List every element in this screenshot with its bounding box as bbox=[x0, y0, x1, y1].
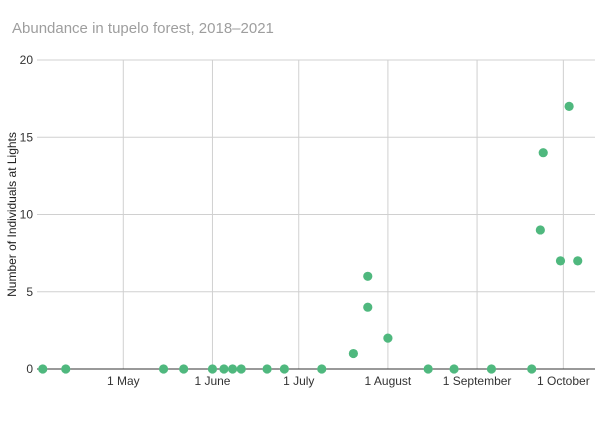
data-point bbox=[179, 364, 189, 374]
axis-layer: 0 5 10 15 20 1 May 1 June 1 July 1 August 1 Septe… bbox=[20, 53, 595, 388]
y-tick-label: 10 bbox=[20, 208, 34, 222]
data-point bbox=[262, 364, 272, 374]
data-point bbox=[555, 256, 566, 266]
data-point bbox=[423, 364, 433, 374]
y-tick-label: 15 bbox=[20, 130, 34, 144]
data-point bbox=[527, 364, 537, 374]
points-layer bbox=[38, 101, 583, 374]
data-point bbox=[486, 364, 497, 374]
chart-title: Abundance in tupelo forest, 2018–2021 bbox=[12, 20, 274, 37]
x-tick-label: 1 July bbox=[283, 374, 314, 388]
y-tick-label: 5 bbox=[26, 285, 33, 299]
data-point bbox=[535, 225, 545, 235]
grid-layer bbox=[37, 59, 595, 369]
data-point bbox=[363, 302, 373, 312]
data-point bbox=[38, 364, 48, 374]
data-point bbox=[227, 364, 238, 374]
data-point bbox=[348, 348, 358, 359]
data-point bbox=[317, 364, 327, 374]
y-tick-label: 20 bbox=[20, 53, 34, 67]
x-tick-label: 1 June bbox=[194, 374, 230, 388]
data-point bbox=[61, 364, 71, 374]
x-tick-label: 1 October bbox=[537, 374, 590, 388]
x-tick-label: 1 September bbox=[443, 374, 512, 388]
y-axis-label: Number of Individuals at Lights bbox=[5, 132, 19, 297]
data-point bbox=[363, 271, 373, 281]
data-point bbox=[279, 364, 289, 374]
data-point bbox=[236, 364, 246, 374]
data-point bbox=[207, 364, 218, 374]
data-point bbox=[158, 364, 169, 374]
data-point bbox=[219, 364, 229, 374]
data-point bbox=[383, 333, 393, 343]
data-point bbox=[449, 364, 459, 374]
x-tick-label: 1 August bbox=[365, 374, 412, 388]
x-tick-label: 1 May bbox=[107, 374, 140, 388]
data-point bbox=[538, 148, 548, 158]
data-point bbox=[564, 101, 574, 111]
y-tick-label: 0 bbox=[26, 362, 33, 376]
data-point bbox=[573, 256, 583, 266]
